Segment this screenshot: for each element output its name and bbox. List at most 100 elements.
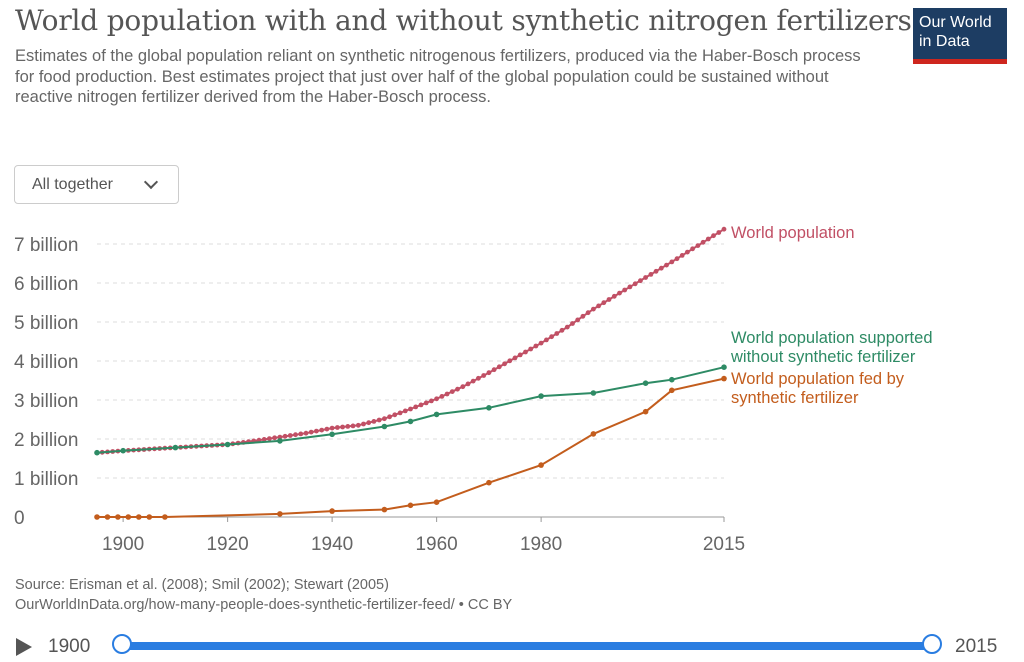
data-point <box>460 384 466 390</box>
data-point <box>355 422 361 428</box>
data-point <box>224 441 231 448</box>
data-point <box>486 479 492 486</box>
data-point <box>585 310 591 316</box>
data-point <box>601 300 607 306</box>
data-point <box>146 514 153 520</box>
data-point <box>590 390 597 396</box>
data-point <box>407 418 414 425</box>
data-point <box>120 447 126 454</box>
data-point <box>658 265 664 271</box>
data-point <box>423 400 429 406</box>
data-point <box>481 373 487 378</box>
chart-title: World population with and without synthe… <box>15 4 912 37</box>
data-point <box>538 462 544 468</box>
x-tick-label: 1920 <box>206 534 248 555</box>
data-point <box>162 514 168 520</box>
owid-logo[interactable]: Our World in Data <box>913 8 1007 64</box>
data-point <box>413 404 419 410</box>
data-point <box>538 340 544 346</box>
data-point <box>721 375 727 382</box>
data-point <box>261 437 267 442</box>
data-point <box>293 432 298 438</box>
data-point <box>340 424 345 430</box>
data-point <box>392 412 398 418</box>
logo-line-1: Our World <box>919 14 992 31</box>
data-point <box>335 425 340 430</box>
data-point <box>433 411 440 418</box>
data-point <box>298 431 304 437</box>
view-mode-dropdown[interactable]: All together <box>14 165 179 204</box>
data-point <box>570 321 575 326</box>
data-point <box>627 284 633 290</box>
data-point <box>397 410 403 416</box>
data-point <box>559 327 565 333</box>
data-point <box>596 303 601 309</box>
x-tick-label: 1980 <box>520 534 562 555</box>
chart-subtitle: Estimates of the global population relia… <box>15 47 861 106</box>
chevron-down-icon <box>143 174 159 190</box>
data-point <box>669 387 675 394</box>
data-point <box>282 433 288 439</box>
data-point <box>669 376 675 383</box>
data-point <box>496 364 502 370</box>
data-point <box>449 389 455 394</box>
data-point <box>329 431 335 438</box>
line-chart: 0 1 billion 2 billion 3 billion 4 billion 5 b… <box>14 224 933 555</box>
data-point <box>486 405 492 411</box>
data-point <box>590 431 597 437</box>
data-point <box>591 306 596 312</box>
data-point <box>94 514 100 520</box>
data-point <box>544 337 549 343</box>
data-point <box>643 275 648 280</box>
y-tick-label: 4 billion <box>14 352 78 373</box>
data-point <box>517 352 523 358</box>
data-point <box>308 429 314 435</box>
data-point <box>382 416 387 422</box>
data-point <box>716 230 722 235</box>
timeline-end-handle[interactable] <box>922 634 942 654</box>
data-point <box>418 402 424 408</box>
data-point <box>371 419 377 424</box>
data-point <box>361 421 366 427</box>
data-point <box>564 324 570 330</box>
data-point <box>486 370 492 376</box>
source-url-line[interactable]: OurWorldInData.org/how-many-people-does-… <box>15 597 513 613</box>
data-point <box>329 425 335 431</box>
data-point <box>606 297 612 302</box>
data-point <box>549 334 554 340</box>
data-point <box>638 278 643 284</box>
series-label: World population fed by <box>731 370 905 388</box>
data-point <box>407 502 414 509</box>
data-point <box>115 514 121 520</box>
data-point <box>267 436 272 441</box>
timeline-end-year: 2015 <box>955 636 998 657</box>
data-point <box>611 293 617 299</box>
data-point <box>136 514 142 520</box>
data-point <box>172 444 179 451</box>
play-icon[interactable] <box>16 638 32 656</box>
x-tick-label: 2015 <box>703 534 745 555</box>
timeline-start-handle[interactable] <box>112 634 132 654</box>
series-label: World population supported <box>731 329 933 347</box>
y-tick-label: 2 billion <box>14 430 78 451</box>
data-point <box>642 380 649 386</box>
data-point <box>324 426 330 432</box>
data-point <box>303 430 309 436</box>
data-point <box>685 249 690 255</box>
data-point <box>329 508 335 514</box>
timeline-start-year: 1900 <box>48 636 91 657</box>
data-point <box>679 253 685 258</box>
x-tick-label: 1940 <box>311 534 353 555</box>
y-tick-label: 7 billion <box>14 235 78 256</box>
data-point <box>433 499 440 506</box>
source-note: Source: Erisman et al. (2008); Smil (200… <box>15 575 512 615</box>
series-label: synthetic fertilizer <box>731 389 859 407</box>
timeline-track[interactable] <box>122 642 932 650</box>
data-point <box>444 391 450 397</box>
data-point <box>617 290 622 296</box>
data-point <box>94 449 100 456</box>
timeline: 1900 2015 <box>0 628 1024 662</box>
data-point <box>277 434 283 440</box>
data-point <box>376 417 382 423</box>
data-point <box>523 349 528 355</box>
